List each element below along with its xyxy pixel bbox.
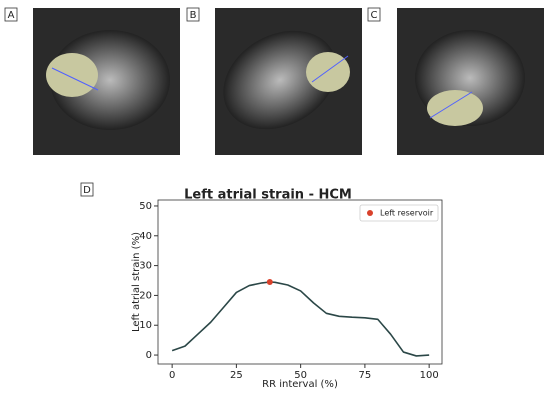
mri-image-a [33,8,180,155]
y-tick-label: 50 [139,201,152,212]
panel-label-box [80,182,94,197]
plot-frame [157,199,443,365]
reservoir-marker [266,279,273,285]
panel-label: A [8,10,15,21]
x-axis-label: RR interval (%) [262,379,338,390]
y-tick-label: 30 [139,261,152,272]
x-tick-label: 75 [359,370,372,381]
legend-marker [367,210,373,216]
mri-image-b [215,8,362,155]
x-tick-label: 0 [169,370,175,381]
x-tick-label: 25 [230,370,243,381]
strain-line [171,281,430,357]
panel-label-box [4,7,18,22]
x-tick-label: 50 [294,370,307,381]
y-tick-label: 20 [139,290,152,301]
y-tick-label: 0 [146,350,152,361]
y-tick-label: 10 [139,320,152,331]
chart-title: Left atrial strain - HCM [184,188,352,203]
panel-label-box [186,7,200,22]
panel-label: B [190,10,197,21]
panel-label: D [83,185,91,196]
mri-image-c [397,8,544,155]
x-tick-label: 100 [420,370,439,381]
legend-box [359,204,439,222]
panel-label-box [367,7,381,22]
y-axis-label: Left atrial strain (%) [131,232,142,332]
panel-label: C [371,10,378,21]
legend-label: Left reservoir [380,209,434,218]
y-tick-label: 40 [139,231,152,242]
